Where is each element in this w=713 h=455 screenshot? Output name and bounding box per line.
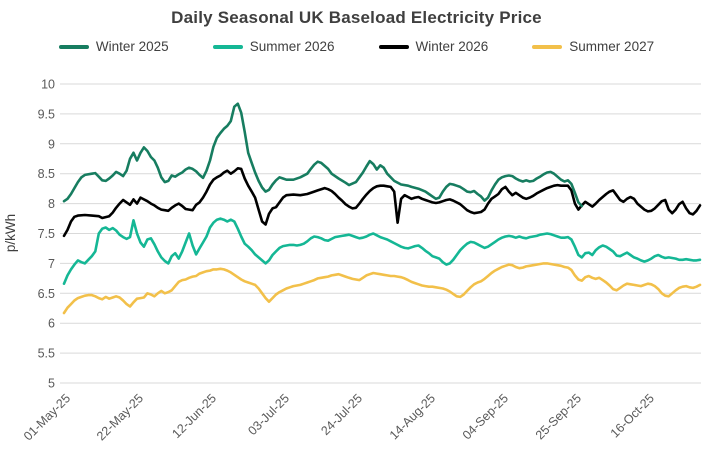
x-tick-label: 04-Sep-25 (460, 391, 511, 442)
legend: Winter 2025 Summer 2026 Winter 2026 Summ… (0, 39, 713, 54)
y-tick-label: 7 (48, 257, 55, 271)
x-tick-label: 24-Jul-25 (318, 391, 365, 438)
series-line-winter-2025 (62, 102, 584, 208)
y-tick-label: 6.5 (38, 287, 55, 301)
y-tick-label: 10 (41, 78, 55, 92)
y-tick-label: 9.5 (38, 107, 55, 121)
x-tick-label: 12-Jun-25 (169, 391, 219, 441)
legend-line-swatch-summer-2027 (532, 44, 563, 49)
x-tick-label: 03-Jul-25 (245, 391, 292, 438)
x-tick-label: 16-Oct-25 (608, 391, 657, 440)
legend-label: Winter 2026 (415, 39, 489, 54)
legend-item-winter-2026: Winter 2026 (378, 39, 489, 54)
legend-line-swatch-summer-2026 (212, 44, 243, 49)
legend-label: Winter 2025 (95, 39, 169, 54)
legend-item-summer-2027: Summer 2027 (532, 39, 654, 54)
x-tick-label: 14-Aug-25 (387, 391, 438, 442)
x-tick-label: 25-Sep-25 (533, 391, 584, 442)
chart-title: Daily Seasonal UK Baseload Electricity P… (171, 8, 542, 27)
legend-label: Summer 2027 (569, 39, 655, 54)
x-tick-label: 22-May-25 (94, 391, 146, 443)
series-line-summer-2026 (62, 217, 702, 286)
y-tick-label: 5.5 (38, 347, 55, 361)
y-tick-label: 6 (48, 317, 55, 331)
legend-item-summer-2026: Summer 2026 (212, 39, 335, 54)
legend-label: Summer 2026 (249, 39, 335, 54)
legend-line-swatch-winter-2026 (378, 44, 409, 49)
series-line-summer-2027 (62, 262, 702, 315)
y-tick-label: 7.5 (38, 227, 55, 241)
legend-line-swatch-winter-2025 (58, 44, 89, 49)
x-tick-label: 01-May-25 (21, 391, 73, 443)
series-line-winter-2026 (62, 167, 702, 238)
legend-item-winter-2025: Winter 2025 (58, 39, 169, 54)
y-tick-label: 8.5 (38, 167, 55, 181)
y-tick-label: 8 (48, 197, 55, 211)
y-axis-title: p/kWh (3, 214, 18, 252)
y-tick-label: 5 (48, 377, 55, 391)
y-tick-label: 9 (48, 137, 55, 151)
